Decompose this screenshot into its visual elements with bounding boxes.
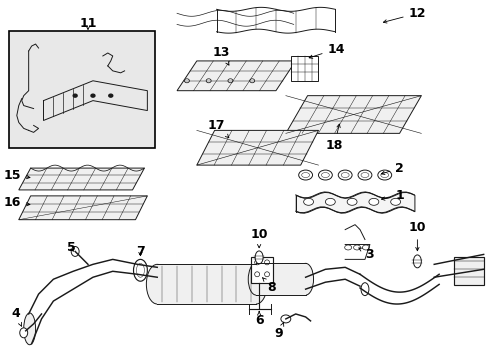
Ellipse shape bbox=[344, 245, 351, 250]
Text: 1: 1 bbox=[381, 189, 403, 202]
Ellipse shape bbox=[298, 170, 312, 180]
Ellipse shape bbox=[346, 198, 356, 205]
Ellipse shape bbox=[338, 170, 351, 180]
Text: 14: 14 bbox=[308, 42, 345, 58]
Bar bbox=[290, 56, 318, 81]
Text: 12: 12 bbox=[383, 7, 425, 23]
Ellipse shape bbox=[353, 245, 360, 250]
Text: 10: 10 bbox=[408, 221, 425, 251]
Ellipse shape bbox=[133, 260, 147, 281]
Ellipse shape bbox=[380, 172, 388, 177]
Text: 9: 9 bbox=[274, 322, 283, 340]
Ellipse shape bbox=[206, 79, 211, 83]
Ellipse shape bbox=[249, 79, 254, 83]
Text: 15: 15 bbox=[3, 168, 30, 181]
Text: 6: 6 bbox=[254, 311, 263, 327]
Text: 5: 5 bbox=[67, 241, 76, 254]
Bar bbox=[9, 31, 155, 148]
Ellipse shape bbox=[254, 260, 259, 265]
Text: 17: 17 bbox=[207, 119, 228, 138]
Ellipse shape bbox=[91, 94, 95, 97]
Ellipse shape bbox=[71, 247, 79, 256]
Ellipse shape bbox=[357, 170, 371, 180]
Text: 13: 13 bbox=[212, 46, 230, 65]
Ellipse shape bbox=[318, 170, 332, 180]
Ellipse shape bbox=[184, 79, 189, 83]
Ellipse shape bbox=[24, 313, 36, 345]
Ellipse shape bbox=[297, 264, 313, 295]
Text: 18: 18 bbox=[325, 124, 342, 152]
Ellipse shape bbox=[73, 94, 77, 97]
Ellipse shape bbox=[321, 172, 329, 177]
Ellipse shape bbox=[264, 272, 269, 277]
Ellipse shape bbox=[280, 315, 290, 323]
Ellipse shape bbox=[303, 198, 313, 205]
Ellipse shape bbox=[20, 328, 28, 338]
Ellipse shape bbox=[412, 255, 421, 268]
Polygon shape bbox=[177, 61, 295, 91]
Ellipse shape bbox=[301, 172, 309, 177]
Polygon shape bbox=[285, 96, 421, 133]
Bar bbox=[256, 264, 305, 295]
Ellipse shape bbox=[377, 170, 391, 180]
Ellipse shape bbox=[254, 272, 259, 277]
Ellipse shape bbox=[362, 245, 368, 250]
Ellipse shape bbox=[108, 94, 113, 97]
Ellipse shape bbox=[368, 198, 378, 205]
Ellipse shape bbox=[146, 264, 168, 304]
Text: 16: 16 bbox=[3, 196, 30, 209]
Ellipse shape bbox=[245, 264, 266, 304]
Ellipse shape bbox=[325, 198, 335, 205]
Bar bbox=[157, 264, 256, 304]
Ellipse shape bbox=[248, 264, 264, 295]
Text: 11: 11 bbox=[79, 17, 97, 30]
Ellipse shape bbox=[390, 198, 400, 205]
Text: 10: 10 bbox=[250, 228, 267, 248]
Ellipse shape bbox=[227, 79, 232, 83]
Ellipse shape bbox=[136, 264, 144, 277]
Ellipse shape bbox=[360, 283, 368, 296]
Text: 8: 8 bbox=[262, 278, 276, 294]
Bar bbox=[251, 257, 272, 283]
Ellipse shape bbox=[360, 172, 368, 177]
Bar bbox=[453, 257, 483, 285]
Text: 2: 2 bbox=[381, 162, 403, 175]
Ellipse shape bbox=[264, 260, 269, 265]
Text: 3: 3 bbox=[358, 248, 373, 261]
Polygon shape bbox=[196, 130, 318, 165]
Text: 7: 7 bbox=[136, 245, 144, 258]
Polygon shape bbox=[19, 196, 147, 220]
Polygon shape bbox=[19, 168, 144, 190]
Ellipse shape bbox=[341, 172, 348, 177]
Ellipse shape bbox=[255, 251, 263, 264]
Text: 4: 4 bbox=[11, 307, 21, 326]
